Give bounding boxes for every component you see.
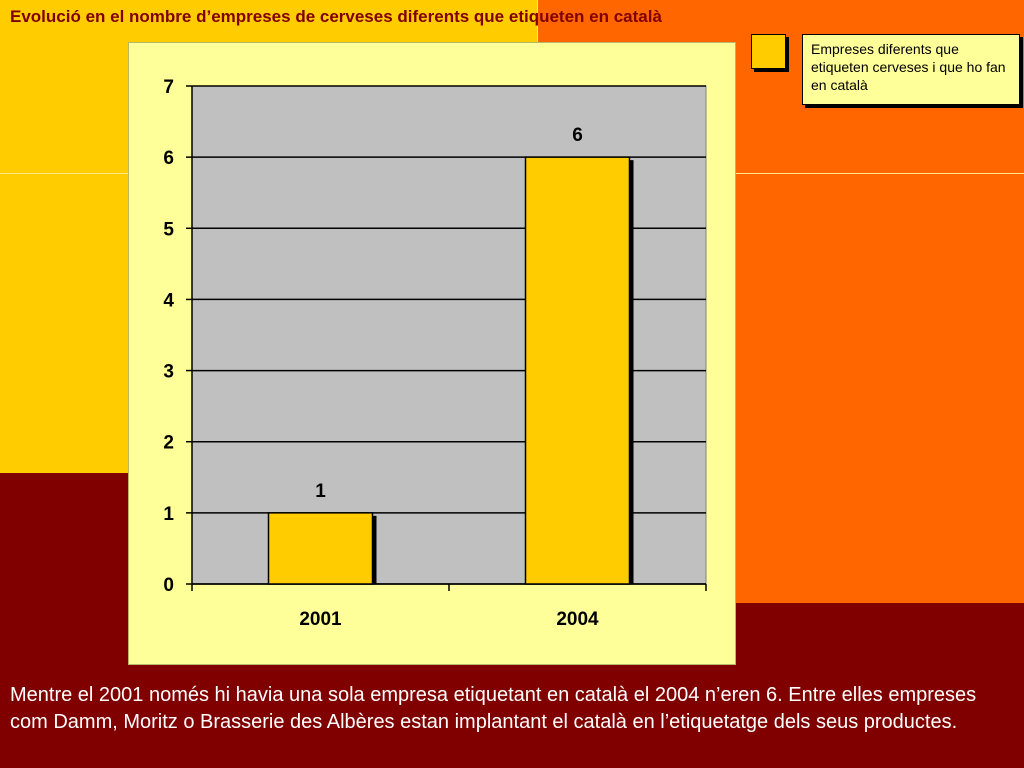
chart-title: Evolució en el nombre d’empreses de cerv… (10, 7, 662, 26)
data-label: 6 (572, 125, 583, 146)
legend-swatch (751, 34, 786, 69)
bar (267, 512, 374, 585)
caption-text: Mentre el 2001 només hi havia una sola e… (10, 684, 977, 733)
y-tick-label: 6 (163, 148, 174, 169)
y-tick-label: 0 (163, 575, 174, 596)
bar-chart: 0 1 2 3 4 5 6 7 1 2001 6 2004 (163, 77, 707, 630)
y-tick-label: 3 (163, 362, 174, 383)
y-tick-label: 2 (163, 433, 174, 454)
y-tick-label: 4 (163, 290, 174, 311)
data-label: 1 (315, 481, 326, 502)
bar-shadow (629, 160, 634, 584)
legend-label: Empreses diferents que etiqueten cervese… (802, 34, 1020, 105)
y-tick-label: 7 (163, 77, 174, 98)
x-tick-label: 2004 (556, 609, 599, 630)
y-tick-label: 1 (163, 504, 174, 525)
bar-shadow (372, 515, 377, 584)
y-tick-label: 5 (163, 219, 174, 240)
bar (524, 156, 631, 585)
chart-panel: 0 1 2 3 4 5 6 7 1 2001 6 2004 (128, 42, 736, 665)
x-tick-label: 2001 (299, 609, 342, 630)
